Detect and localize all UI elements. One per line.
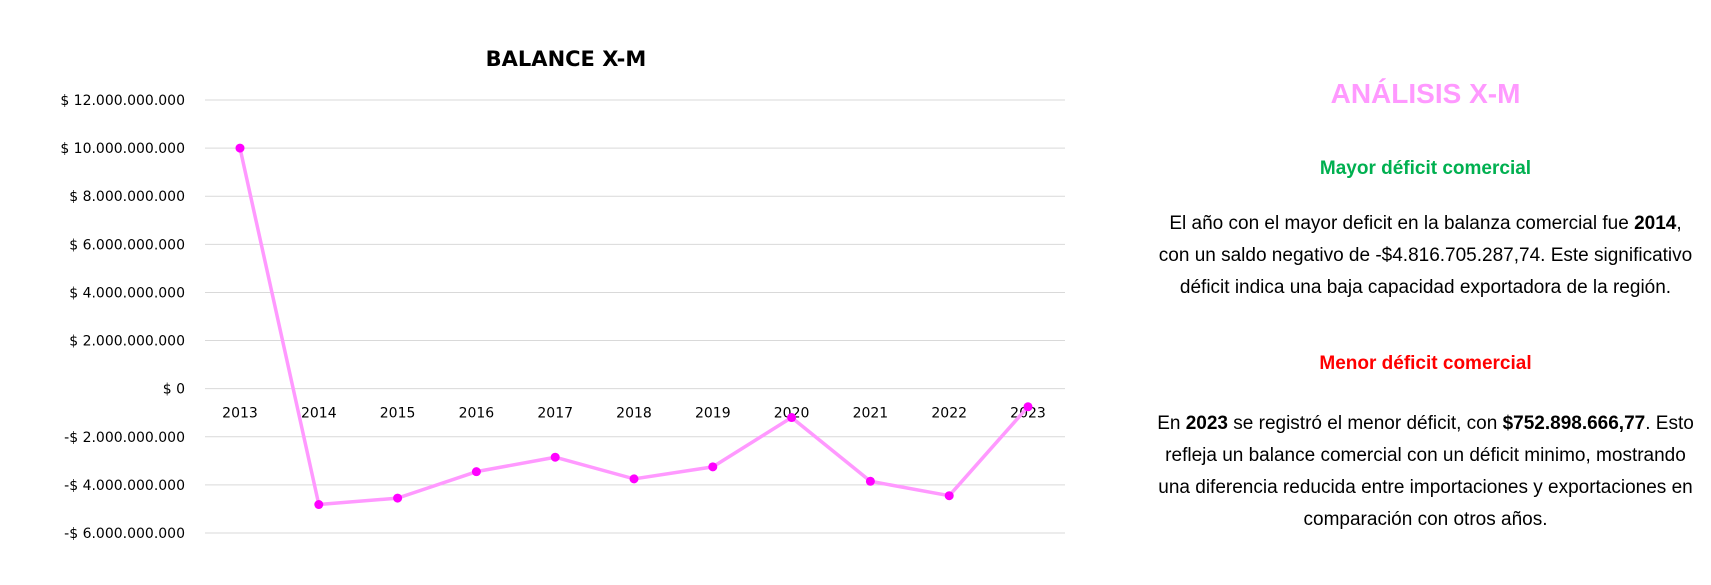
data-point xyxy=(393,493,403,503)
y-tick-label: $ 2.000.000.000 xyxy=(69,334,185,350)
data-point xyxy=(865,476,875,486)
y-tick-label: $ 4.000.000.000 xyxy=(69,285,185,301)
data-point xyxy=(629,474,639,484)
max-deficit-line-3: déficit indica una baja capacidad export… xyxy=(1179,277,1672,298)
y-tick-label: $ 12.000.000.000 xyxy=(60,93,185,109)
data-point xyxy=(708,462,718,472)
x-tick-label: 2014 xyxy=(301,406,337,422)
chart-canvas: BALANCE X-M $ 12.000.000.000 $ 10.000.000.… xyxy=(60,47,1065,542)
y-tick-label: $ 6.000.000.000 xyxy=(69,237,185,253)
max-deficit-line-2: con un saldo negativo de -$4.816.705.287… xyxy=(1158,245,1693,266)
max-deficit-text: El año con el mayor deficit en la balanz… xyxy=(1140,208,1711,304)
data-point xyxy=(235,143,245,153)
min-deficit-line-3: una diferencia reducida entre importacio… xyxy=(1158,477,1693,498)
series-line xyxy=(238,147,1030,507)
y-tick-label: $ 0 xyxy=(163,382,185,398)
min-deficit-line-1: En 2023 se registró el menor déficit, co… xyxy=(1157,413,1694,434)
y-tick-label: -$ 6.000.000.000 xyxy=(64,526,185,542)
x-tick-label: 2019 xyxy=(695,406,731,422)
max-deficit-line-1: El año con el mayor deficit en la balanz… xyxy=(1169,213,1682,234)
data-point xyxy=(944,491,954,501)
y-tick-label: $ 10.000.000.000 xyxy=(60,141,185,157)
x-tick-label: 2013 xyxy=(222,406,258,422)
data-point xyxy=(550,452,560,462)
balance-chart: BALANCE X-M $ 12.000.000.000 $ 10.000.000.… xyxy=(60,47,1065,542)
y-tick-label: -$ 4.000.000.000 xyxy=(64,478,185,494)
x-tick-label: 2015 xyxy=(380,406,416,422)
min-deficit-line-2: refleja un balance comercial con un défi… xyxy=(1165,445,1686,466)
y-tick-label: $ 8.000.000.000 xyxy=(69,189,185,205)
x-tick-label: 2017 xyxy=(537,406,573,422)
analysis-panel: ANÁLISIS X-M Mayor déficit comercial El … xyxy=(1140,0,1711,585)
x-tick-label: 2016 xyxy=(459,406,495,422)
min-deficit-line-4: comparación con otros años. xyxy=(1303,509,1548,530)
data-point xyxy=(787,413,797,423)
min-deficit-text: En 2023 se registró el menor déficit, co… xyxy=(1140,408,1711,536)
chart-title: BALANCE X-M xyxy=(486,47,647,71)
x-tick-label: 2022 xyxy=(931,406,967,422)
min-deficit-heading: Menor déficit comercial xyxy=(1319,353,1532,374)
max-deficit-heading: Mayor déficit comercial xyxy=(1319,158,1532,179)
y-tick-label: -$ 2.000.000.000 xyxy=(64,430,185,446)
analysis-title: ANÁLISIS X-M xyxy=(1330,78,1521,109)
data-point xyxy=(1023,402,1033,412)
x-tick-label: 2021 xyxy=(853,406,889,422)
data-point xyxy=(471,467,481,477)
x-tick-label: 2018 xyxy=(616,406,652,422)
data-point xyxy=(314,500,324,510)
